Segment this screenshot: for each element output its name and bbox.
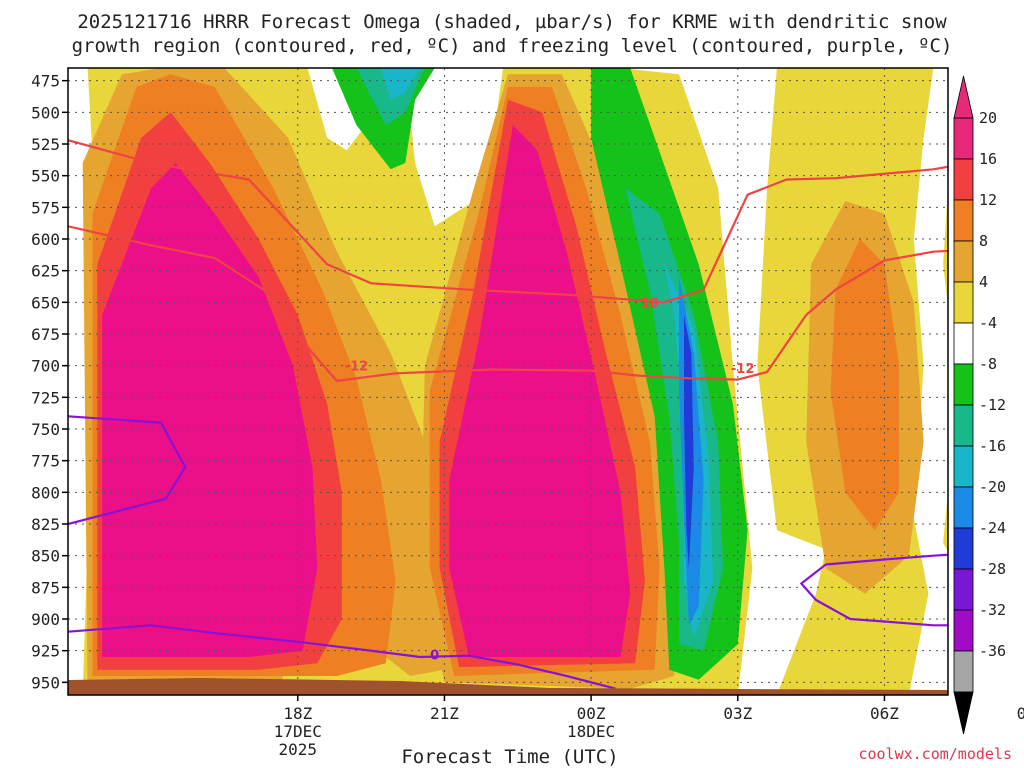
colorbar-label-13: -36 [979, 642, 1006, 660]
x-tick-label-06Z: 06Z [870, 704, 899, 723]
contour-freezing-right [800, 553, 948, 627]
y-tick-label-700: 700 [31, 357, 60, 376]
x-tick-label-21Z: 21Z [430, 704, 459, 723]
colorbar-band-10 [953, 527, 974, 570]
x-tick-year-18Z: 2025 [279, 740, 318, 759]
y-tick-label-475: 475 [31, 72, 60, 91]
orange-region-right [830, 239, 900, 531]
y-tick-label-800: 800 [31, 483, 60, 502]
chart-title-line2: growth region (contoured, red, ºC) and f… [72, 35, 953, 57]
colorbar-label-8: -16 [979, 437, 1006, 455]
colorbar-band-13 [953, 650, 974, 693]
y-tick-label-550: 550 [31, 167, 60, 186]
colorbar-bottom-arrow [953, 691, 974, 735]
contour-freezing-level [68, 624, 616, 690]
cyan-patch-top [380, 68, 420, 100]
colorbar-label-7: -12 [979, 396, 1006, 414]
magenta-core-left [102, 163, 318, 657]
magenta-core-center [449, 125, 631, 657]
colorbar-label-0: 20 [979, 109, 997, 127]
y-tick-label-925: 925 [31, 642, 60, 661]
contour-lines: 18 -12 -12 0 [68, 139, 948, 690]
colorbar-label-6: -8 [979, 355, 997, 373]
colorbar-band-3 [953, 240, 974, 283]
x-tick-label-03Z: 03Z [723, 704, 752, 723]
colorbar-band-1 [953, 158, 974, 201]
colorbar-band-7 [953, 404, 974, 447]
contour-freezing-upper [68, 415, 187, 526]
white-upper-gap [405, 68, 504, 227]
chart-title-line1: 2025121716 HRRR Forecast Omega (shaded, … [77, 11, 947, 33]
contour-label-1: -12 [345, 360, 369, 375]
terrain-ground [68, 678, 948, 695]
y-tick-label-525: 525 [31, 135, 60, 154]
colorbar-label-12: -32 [979, 601, 1006, 619]
x-tick-label-18Z: 18Z [283, 704, 312, 723]
colorbar-band-0 [953, 117, 974, 160]
colorbar-band-11 [953, 568, 974, 611]
y-tick-label-775: 775 [31, 452, 60, 471]
x-axis-title: Forecast Time (UTC) [401, 746, 618, 768]
contour-dgz-upper [68, 139, 948, 304]
colorbar-band-8 [953, 445, 974, 488]
colorbar-band-9 [953, 486, 974, 529]
colorbar: 20 16 12 8 4 -4 -8 -12 -16 -20 -24 -28 -32 -36 [953, 75, 1006, 735]
white-band-right [908, 68, 948, 695]
colorbar-label-9: -20 [979, 478, 1006, 496]
x-tick-label-09Z: 09Z [1017, 704, 1024, 723]
colorbar-label-4: 4 [979, 273, 988, 291]
y-axis: 475 500 525 550 575 600 625 650 675 700 725 750 775 8… [31, 72, 68, 692]
credit-text: coolwx.com/models [858, 745, 1012, 763]
colorbar-band-5 [953, 322, 974, 365]
colorbar-band-12 [953, 609, 974, 652]
y-tick-label-725: 725 [31, 388, 60, 407]
colorbar-band-2 [953, 199, 974, 242]
colorbar-band-4 [953, 281, 974, 324]
y-tick-label-825: 825 [31, 515, 60, 534]
white-band-center [620, 68, 826, 695]
contour-dgz-lower [68, 225, 948, 382]
y-tick-label-575: 575 [31, 198, 60, 217]
y-tick-label-950: 950 [31, 673, 60, 692]
contour-label-3: 0 [430, 648, 439, 663]
y-tick-label-850: 850 [31, 547, 60, 566]
colorbar-band-6 [953, 363, 974, 406]
y-tick-label-900: 900 [31, 610, 60, 629]
colorbar-label-5: -4 [979, 314, 997, 332]
colorbar-label-10: -24 [979, 519, 1006, 537]
x-tick-label-00Z: 00Z [577, 704, 606, 723]
y-tick-label-500: 500 [31, 103, 60, 122]
x-tick-date-00Z: 18DEC [567, 722, 615, 741]
colorbar-label-2: 12 [979, 191, 997, 209]
colorbar-top-arrow [953, 75, 974, 119]
y-tick-label-675: 675 [31, 325, 60, 344]
y-tick-label-750: 750 [31, 420, 60, 439]
y-tick-label-600: 600 [31, 230, 60, 249]
plot-frame [67, 67, 949, 696]
y-tick-label-875: 875 [31, 578, 60, 597]
contour-label-2: -12 [731, 362, 755, 377]
y-tick-label-650: 650 [31, 293, 60, 312]
colorbar-label-11: -28 [979, 560, 1006, 578]
colorbar-label-1: 16 [979, 150, 997, 168]
colorbar-label-3: 8 [979, 232, 988, 250]
x-tick-date-18Z: 17DEC [274, 722, 322, 741]
contour-label-0: 18 [641, 296, 659, 311]
y-tick-label-625: 625 [31, 262, 60, 281]
